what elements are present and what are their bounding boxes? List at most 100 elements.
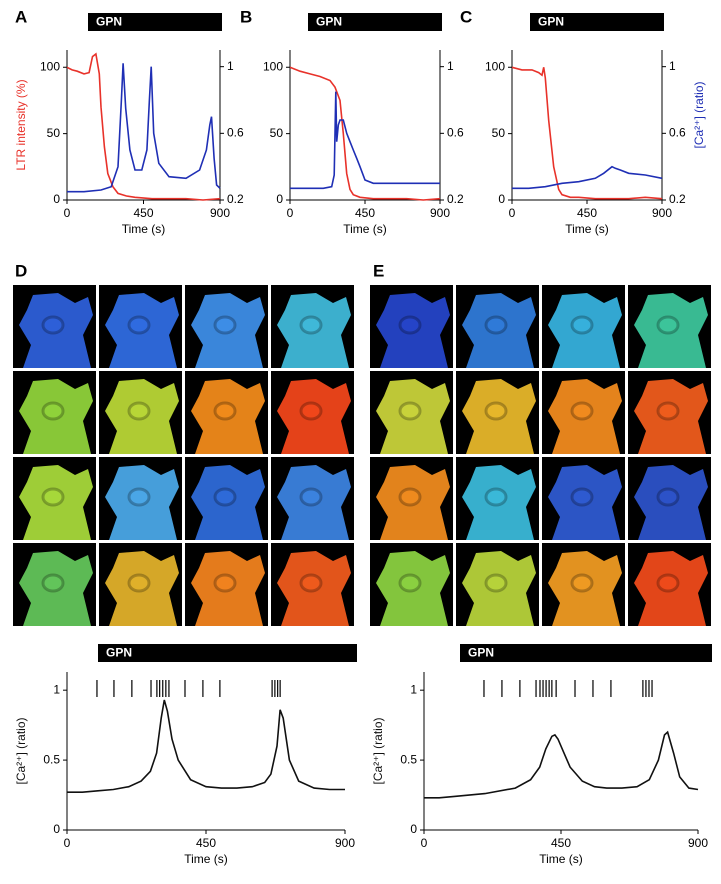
y2-tick-label: 0.2	[669, 192, 686, 206]
cell	[462, 465, 536, 540]
data-line	[66, 52, 221, 201]
nucleus	[570, 573, 594, 593]
x-axis-label: Time (s)	[565, 222, 609, 236]
nucleus	[570, 315, 594, 335]
cell	[634, 293, 708, 368]
nucleus	[656, 573, 680, 593]
treatment-bar	[88, 13, 222, 31]
panel-label: E	[373, 261, 384, 280]
cell	[634, 465, 708, 540]
y-tick-label: 50	[492, 126, 506, 140]
cell	[105, 379, 179, 454]
y2-tick-label: 0.2	[227, 192, 244, 206]
y-tick-label: 100	[263, 59, 283, 73]
nucleus	[41, 315, 65, 335]
nucleus	[299, 401, 323, 421]
nucleus	[398, 401, 422, 421]
nucleus	[299, 487, 323, 507]
y-tick-label: 100	[40, 59, 60, 73]
x-tick-label: 450	[133, 206, 153, 220]
nucleus	[398, 573, 422, 593]
nucleus	[127, 315, 151, 335]
x-tick-label: 450	[551, 836, 571, 850]
nucleus	[398, 315, 422, 335]
y-axis-label: [Ca²⁺] (ratio)	[14, 717, 28, 784]
x-tick-label: 0	[509, 206, 516, 220]
nucleus	[127, 487, 151, 507]
cell	[191, 465, 265, 540]
x-tick-label: 0	[64, 836, 71, 850]
cell	[548, 551, 622, 626]
y2-tick-label: 1	[447, 59, 454, 73]
treatment-label: GPN	[106, 646, 132, 660]
x-axis-label: Time (s)	[539, 852, 583, 866]
x-tick-label: 450	[196, 836, 216, 850]
cell	[376, 293, 450, 368]
cell	[277, 551, 351, 626]
nucleus	[127, 401, 151, 421]
x-tick-label: 900	[688, 836, 708, 850]
x-tick-label: 900	[210, 206, 230, 220]
treatment-label: GPN	[538, 15, 564, 29]
cell	[277, 379, 351, 454]
x-tick-label: 900	[430, 206, 450, 220]
nucleus	[299, 573, 323, 593]
treatment-bar	[530, 13, 664, 31]
y-tick-label: 0	[53, 822, 60, 836]
y2-tick-label: 0.6	[227, 126, 244, 140]
data-line	[424, 730, 699, 799]
nucleus	[398, 487, 422, 507]
data-line	[67, 63, 221, 193]
cell	[462, 293, 536, 368]
y-tick-label: 0.5	[400, 752, 417, 766]
cell	[19, 293, 93, 368]
data-line	[512, 165, 663, 190]
nucleus	[484, 315, 508, 335]
y2-tick-label: 0.2	[447, 192, 464, 206]
panel-label: B	[240, 7, 252, 26]
data-line	[511, 66, 663, 200]
y2-axis-label: [Ca²⁺] (ratio)	[692, 81, 706, 148]
nucleus	[484, 401, 508, 421]
cell	[277, 465, 351, 540]
cell	[462, 551, 536, 626]
cell	[548, 465, 622, 540]
nucleus	[213, 487, 237, 507]
y-tick-label: 0	[410, 822, 417, 836]
y-tick-label: 50	[270, 126, 284, 140]
nucleus	[213, 401, 237, 421]
panel-label: A	[15, 7, 27, 26]
cell	[462, 379, 536, 454]
y-tick-label: 0.5	[43, 752, 60, 766]
x-axis-label: Time (s)	[122, 222, 166, 236]
data-line	[289, 66, 441, 201]
cell	[634, 551, 708, 626]
cell	[376, 379, 450, 454]
x-tick-label: 450	[355, 206, 375, 220]
y-tick-label: 1	[410, 682, 417, 696]
data-line	[290, 91, 440, 190]
cell	[548, 379, 622, 454]
x-tick-label: 450	[577, 206, 597, 220]
y2-tick-label: 0.6	[669, 126, 686, 140]
treatment-bar	[460, 644, 712, 662]
panel-label: D	[15, 261, 27, 280]
cell	[191, 551, 265, 626]
nucleus	[41, 487, 65, 507]
cell	[376, 551, 450, 626]
cell	[191, 293, 265, 368]
cell	[105, 465, 179, 540]
nucleus	[484, 487, 508, 507]
nucleus	[656, 401, 680, 421]
y2-tick-label: 1	[669, 59, 676, 73]
x-tick-label: 900	[335, 836, 355, 850]
nucleus	[570, 401, 594, 421]
cell	[376, 465, 450, 540]
nucleus	[656, 487, 680, 507]
x-axis-label: Time (s)	[343, 222, 387, 236]
y-tick-label: 50	[47, 126, 61, 140]
nucleus	[127, 573, 151, 593]
nucleus	[213, 573, 237, 593]
nucleus	[299, 315, 323, 335]
